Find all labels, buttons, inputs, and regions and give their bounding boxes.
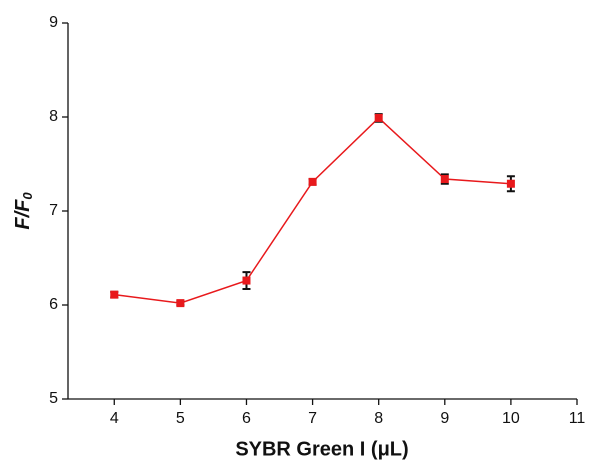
y-tick-label: 8 [49, 108, 58, 125]
y-tick-label: 9 [49, 14, 58, 31]
x-tick-label: 7 [308, 410, 317, 427]
x-axis-label: SYBR Green I (μL) [235, 438, 408, 460]
x-tick-label: 6 [242, 410, 251, 427]
y-axis-label-main: F/F [12, 199, 34, 230]
series-line [114, 116, 511, 304]
marker [242, 276, 251, 285]
x-tick-label: 11 [569, 410, 586, 427]
x-tick-label: 4 [110, 410, 119, 427]
marker [110, 290, 119, 299]
marker [440, 175, 449, 184]
y-axis-label-group: F/F0 [12, 192, 35, 230]
marker [176, 299, 185, 308]
y-tick-label: 6 [49, 296, 58, 313]
marker [374, 113, 383, 122]
x-tick-label: 10 [502, 410, 520, 427]
x-tick-label: 5 [176, 410, 185, 427]
y-axis-label-subscript: 0 [20, 192, 35, 200]
marker [506, 179, 515, 188]
x-tick-label: 9 [440, 410, 449, 427]
marker [308, 177, 317, 186]
y-axis-label: F/F0 [12, 192, 35, 230]
y-tick-label: 7 [49, 202, 58, 219]
x-tick-label: 8 [374, 410, 383, 427]
y-tick-label: 5 [49, 390, 58, 407]
